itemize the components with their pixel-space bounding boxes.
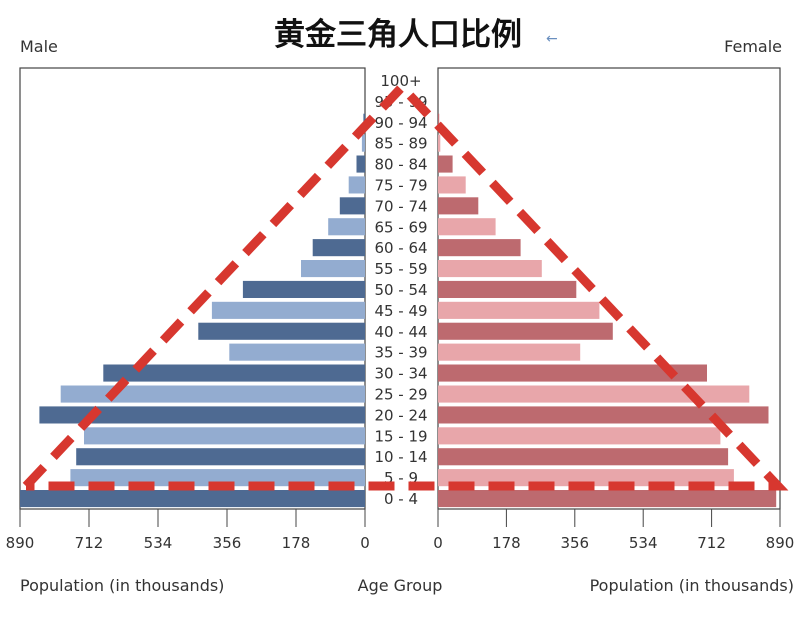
female-bar (438, 176, 466, 194)
male-label: Male (20, 37, 58, 56)
age-group-label: 35 - 39 (374, 344, 427, 362)
male-tick-label: 712 (75, 534, 104, 552)
bars-group (20, 113, 777, 508)
age-group-label: 70 - 74 (374, 197, 427, 215)
female-bar (438, 113, 440, 131)
female-tick-label: 178 (492, 534, 521, 552)
dashed-triangle-overlay (22, 80, 789, 491)
male-bar (60, 385, 365, 403)
female-bar (438, 218, 496, 236)
title-background (253, 6, 553, 64)
female-bar (438, 427, 721, 445)
male-tick-label: 356 (213, 534, 242, 552)
female-bar (438, 239, 521, 257)
age-group-label: 30 - 34 (374, 365, 427, 383)
female-label: Female (724, 37, 782, 56)
male-bar (301, 260, 365, 278)
age-group-label: 25 - 29 (374, 386, 427, 404)
male-axis-title: Population (in thousands) (20, 576, 224, 595)
male-bar (39, 406, 366, 424)
female-bar (438, 301, 600, 319)
age-group-label: 15 - 19 (374, 427, 427, 445)
chart-title: 黄金三角人口比例 (274, 17, 522, 53)
ticks-group: 890 712 534 356 178 0 0 178 356 534 712 890 (6, 509, 795, 552)
age-group-label: 0 - 4 (384, 490, 418, 508)
age-group-label: 60 - 64 (374, 239, 427, 257)
male-bar (76, 448, 365, 466)
age-group-label: 20 - 24 (374, 406, 427, 424)
female-tick-label: 712 (697, 534, 726, 552)
male-bar (328, 218, 365, 236)
age-group-label: 90 - 94 (374, 114, 427, 132)
title-arrow-icon: ← (546, 31, 558, 47)
male-bar (242, 280, 365, 298)
age-group-label: 45 - 49 (374, 302, 427, 320)
age-group-label: 80 - 84 (374, 156, 427, 174)
female-bar (438, 260, 542, 278)
male-bar (229, 343, 365, 361)
age-group-label: 100+ (380, 72, 421, 90)
male-bar (356, 155, 365, 173)
female-bar (438, 448, 729, 466)
male-tick-label: 178 (282, 534, 311, 552)
male-bar (361, 134, 365, 152)
female-bar (438, 343, 581, 361)
female-bar (438, 280, 577, 298)
female-bar (438, 490, 777, 508)
male-tick-label: 890 (6, 534, 35, 552)
female-tick-label: 890 (766, 534, 795, 552)
female-tick-label: 356 (560, 534, 589, 552)
female-bar (438, 134, 441, 152)
male-bar (211, 301, 365, 319)
age-group-label: 55 - 59 (374, 260, 427, 278)
female-tick-label: 0 (433, 534, 443, 552)
male-bar (312, 239, 365, 257)
male-bar (103, 364, 366, 382)
female-bar (438, 322, 613, 340)
age-group-label: 65 - 69 (374, 218, 427, 236)
female-axis-title: Population (in thousands) (590, 576, 794, 595)
female-bar (438, 406, 769, 424)
age-group-label: 75 - 79 (374, 177, 427, 195)
age-group-label: 40 - 44 (374, 323, 427, 341)
male-bar (84, 427, 365, 445)
age-group-label: 50 - 54 (374, 281, 427, 299)
male-tick-label: 534 (144, 534, 173, 552)
female-tick-label: 534 (629, 534, 658, 552)
age-group-label: 85 - 89 (374, 135, 427, 153)
age-group-label: 10 - 14 (374, 448, 427, 466)
male-bar (198, 322, 365, 340)
male-bar (20, 490, 365, 508)
female-bar (438, 385, 750, 403)
female-bar (438, 364, 707, 382)
male-bar (348, 176, 365, 194)
female-bar (438, 155, 453, 173)
male-bar (339, 197, 365, 215)
age-group-axis-title: Age Group (358, 576, 443, 595)
female-bar (438, 197, 479, 215)
male-tick-label: 0 (360, 534, 370, 552)
